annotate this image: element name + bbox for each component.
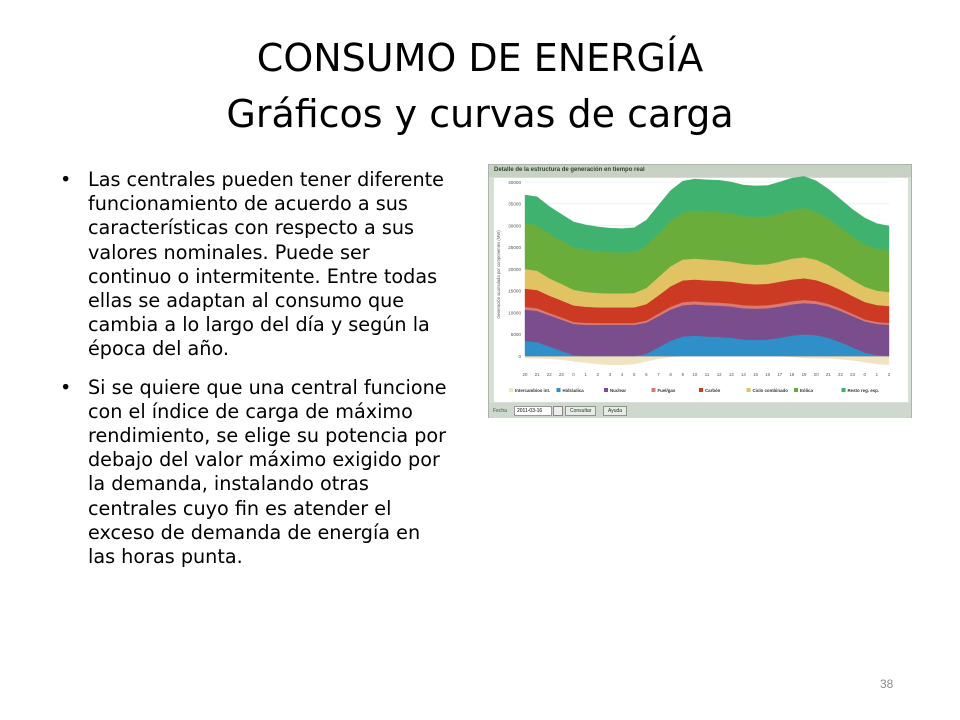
x-tick-label: 22: [547, 372, 552, 377]
x-tick-label: 21: [826, 372, 831, 377]
x-tick-label: 10: [692, 372, 697, 377]
y-tick-label: 15000: [508, 289, 521, 294]
y-tick-label: 5000: [511, 332, 522, 337]
legend-label: Hidráulica: [563, 388, 585, 393]
x-tick-label: 4: [621, 372, 624, 377]
legend-swatch: [556, 388, 561, 392]
bullet-text: Las centrales pueden tener diferente fun…: [88, 168, 444, 361]
generation-chart: 0 5000 10000 15000 20000 25000 30000 35000 40000…: [496, 176, 891, 393]
y-tick-label: 20000: [508, 267, 521, 272]
x-tick-label: 11: [705, 372, 710, 377]
legend-label: Carbón: [705, 388, 721, 393]
legend-swatch: [746, 388, 751, 392]
x-tick-label: 22: [838, 372, 843, 377]
area-resto-reg-esp-: [524, 176, 890, 253]
y-axis-label: Generación acumulada por componentes (MW…: [496, 230, 501, 319]
y-tick-label: 25000: [508, 245, 521, 250]
x-tick-label: 12: [717, 372, 722, 377]
title-line-1: CONSUMO DE ENERGÍA: [256, 36, 704, 80]
x-tick-label: 3: [609, 372, 612, 377]
page-number: 38: [880, 677, 894, 691]
y-tick-label: 30000: [508, 223, 521, 228]
x-tick-label: 0: [864, 372, 867, 377]
legend-label: Nuclear: [610, 388, 626, 393]
x-tick-label: 7: [657, 372, 660, 377]
y-tick-label: 35000: [508, 202, 521, 207]
bullet-text: Si se quiere que una central funcione co…: [88, 375, 447, 569]
legend-label: Eólica: [800, 388, 813, 393]
x-tick-label: 2: [888, 372, 891, 377]
x-tick-label: 6: [645, 372, 648, 377]
fecha-label: Fecha: [493, 408, 507, 414]
x-tick-label: 16: [765, 372, 770, 377]
calendar-icon[interactable]: [553, 406, 563, 416]
x-tick-label: 20: [523, 372, 528, 377]
x-tick-label: 14: [741, 372, 746, 377]
slide-title: CONSUMO DE ENERGÍA Gráficos y curvas de …: [0, 30, 960, 142]
x-tick-label: 5: [633, 372, 636, 377]
x-tick-label: 23: [850, 372, 855, 377]
x-tick-label: 18: [789, 372, 794, 377]
bullet-dot: •: [60, 375, 72, 399]
x-tick-label: 23: [559, 372, 564, 377]
legend-label: Resto reg. esp.: [848, 388, 879, 393]
y-tick-label: 0: [518, 354, 521, 359]
date-input[interactable]: 2011-03-16: [514, 406, 552, 416]
legend-label: Intercambios int.: [515, 388, 550, 393]
legend-swatch: [509, 388, 513, 392]
consultar-button[interactable]: Consultar: [565, 406, 597, 416]
bullet-item: • Las centrales pueden tener diferente f…: [58, 168, 453, 362]
legend-label: Fuel/gas: [658, 388, 676, 393]
y-tick-label: 10000: [508, 310, 521, 315]
x-tick-label: 1: [584, 372, 587, 377]
legend-swatch: [651, 388, 656, 392]
x-tick-label: 13: [729, 372, 734, 377]
legend-swatch: [794, 388, 798, 392]
chart-panel: Detalle de la estructura de generación e…: [488, 164, 912, 418]
x-tick-label: 1: [876, 372, 879, 377]
ayuda-button[interactable]: Ayuda: [603, 406, 628, 416]
x-tick-label: 2: [597, 372, 600, 377]
bullet-item: • Si se quiere que una central funcione …: [58, 376, 453, 570]
x-tick-label: 19: [802, 372, 807, 377]
x-tick-label: 9: [682, 372, 685, 377]
legend-swatch: [604, 388, 608, 392]
area-intercambios-int-: [524, 355, 890, 366]
y-tick-label: 40000: [508, 180, 521, 185]
bullet-list: • Las centrales pueden tener diferente f…: [58, 168, 453, 583]
x-tick-label: 15: [753, 372, 758, 377]
chart-title: Detalle de la estructura de generación e…: [494, 167, 645, 173]
bullet-dot: •: [60, 168, 72, 191]
title-line-2: Gráficos y curvas de carga: [226, 92, 734, 136]
legend-swatch: [699, 388, 703, 392]
legend-label: Ciclo combinado: [753, 388, 789, 393]
legend-swatch: [841, 388, 846, 392]
chart-controls: Fecha 2011-03-16 Consultar Ayuda: [489, 403, 911, 418]
x-tick-label: 21: [535, 372, 540, 377]
x-tick-label: 20: [814, 372, 819, 377]
x-tick-label: 8: [669, 372, 672, 377]
x-tick-label: 17: [777, 372, 782, 377]
chart-header: Detalle de la estructura de generación e…: [489, 165, 911, 177]
x-tick-label: 0: [572, 372, 575, 377]
